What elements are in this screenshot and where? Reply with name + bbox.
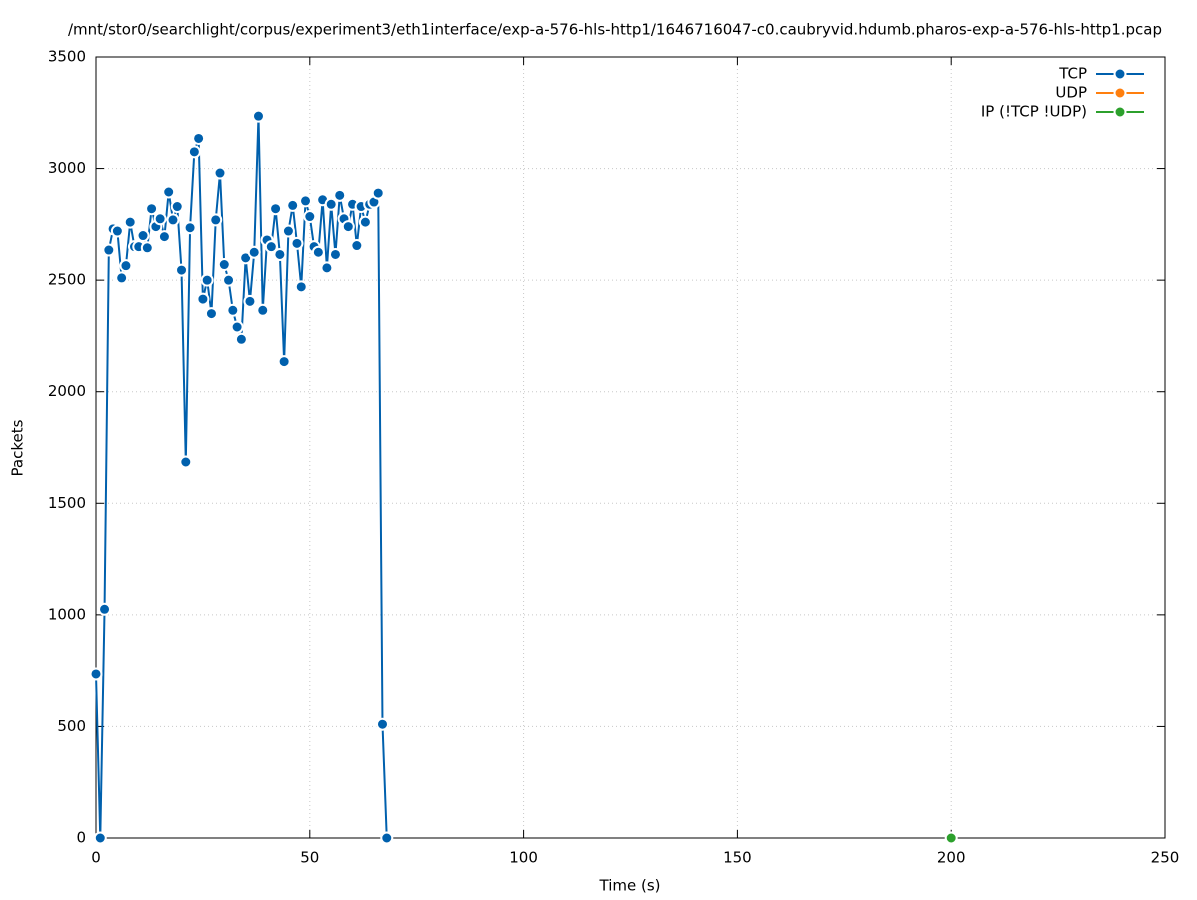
- data-point: [196, 292, 210, 306]
- data-point: [145, 202, 159, 216]
- y-tick-label: 0: [76, 829, 86, 847]
- data-point: [89, 667, 103, 681]
- data-point: [222, 273, 236, 287]
- y-tick-label: 2500: [48, 271, 86, 289]
- legend-label: UDP: [1055, 84, 1087, 102]
- data-point: [375, 717, 389, 731]
- y-tick-label: 500: [57, 717, 86, 735]
- y-tick-label: 3500: [48, 48, 86, 66]
- data-point: [170, 200, 184, 214]
- y-axis-label: Packets: [9, 419, 27, 476]
- data-point: [341, 220, 355, 234]
- data-point: [320, 261, 334, 275]
- y-tick-label: 3000: [48, 159, 86, 177]
- data-point: [209, 213, 223, 227]
- chart-title: /mnt/stor0/searchlight/corpus/experiment…: [68, 21, 1162, 39]
- data-point: [119, 259, 133, 273]
- data-point: [162, 185, 176, 199]
- data-point: [200, 273, 214, 287]
- legend-marker: [1113, 105, 1127, 119]
- data-point: [333, 188, 347, 202]
- x-tick-label: 50: [300, 849, 319, 867]
- data-point: [944, 831, 958, 845]
- data-point: [110, 224, 124, 238]
- data-point: [290, 236, 304, 250]
- plot-frame: [95, 56, 1166, 839]
- data-point: [281, 224, 295, 238]
- x-tick-label: 200: [937, 849, 966, 867]
- data-point: [303, 210, 317, 224]
- data-point: [294, 280, 308, 294]
- data-point: [98, 602, 112, 616]
- data-point: [136, 229, 150, 243]
- x-tick-label: 100: [509, 849, 538, 867]
- data-point: [324, 197, 338, 211]
- data-point: [226, 303, 240, 317]
- data-point: [213, 166, 227, 180]
- legend-label: TCP: [1058, 65, 1087, 83]
- data-point: [102, 243, 116, 257]
- data-point: [192, 131, 206, 145]
- data-point: [328, 247, 342, 261]
- y-tick-label: 1500: [48, 494, 86, 512]
- data-point: [251, 109, 265, 123]
- legend-label: IP (!TCP !UDP): [981, 103, 1087, 121]
- y-tick-label: 1000: [48, 605, 86, 623]
- y-tick-label: 2000: [48, 382, 86, 400]
- data-point: [371, 186, 385, 200]
- data-point: [93, 831, 107, 845]
- data-point: [204, 307, 218, 321]
- data-point: [311, 245, 325, 259]
- data-point: [187, 145, 201, 159]
- data-point: [115, 271, 129, 285]
- data-point: [153, 212, 167, 226]
- data-point: [256, 303, 270, 317]
- data-point: [175, 263, 189, 277]
- data-point: [273, 247, 287, 261]
- data-point: [179, 455, 193, 469]
- data-point: [123, 215, 137, 229]
- data-point: [358, 215, 372, 229]
- data-point: [264, 240, 278, 254]
- data-point: [157, 230, 171, 244]
- data-point: [299, 194, 313, 208]
- data-point: [217, 258, 231, 272]
- x-tick-label: 150: [723, 849, 752, 867]
- x-tick-label: 250: [1151, 849, 1180, 867]
- data-point: [286, 198, 300, 212]
- x-tick-label: 0: [91, 849, 101, 867]
- legend-marker: [1113, 86, 1127, 100]
- data-point: [140, 241, 154, 255]
- legend-marker: [1113, 67, 1127, 81]
- data-point: [230, 320, 244, 334]
- data-point: [269, 202, 283, 216]
- data-point: [277, 355, 291, 369]
- data-point: [243, 294, 257, 308]
- data-point: [234, 332, 248, 346]
- data-point: [166, 213, 180, 227]
- data-point: [350, 239, 364, 253]
- x-axis-label: Time (s): [599, 877, 661, 895]
- data-point: [183, 221, 197, 235]
- data-point: [247, 245, 261, 259]
- data-point: [380, 831, 394, 845]
